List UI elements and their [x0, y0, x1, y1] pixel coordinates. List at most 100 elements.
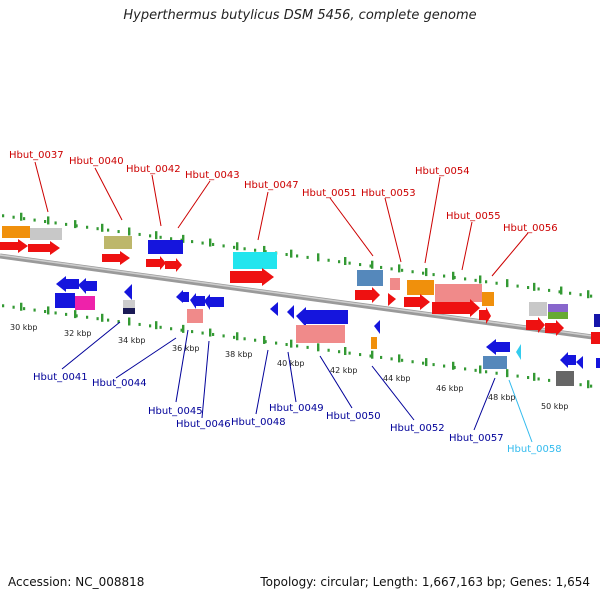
major-tick [317, 343, 320, 352]
gene-label[interactable]: Hbut_0058 [507, 444, 562, 455]
gene-arrow [176, 290, 183, 303]
gene-label[interactable]: Hbut_0052 [390, 423, 445, 434]
gene-arrow [355, 287, 380, 303]
gene-label[interactable]: Hbut_0041 [33, 372, 88, 383]
gene-label[interactable]: Hbut_0043 [185, 170, 240, 181]
tick-dot [149, 234, 152, 238]
tick-dot [306, 255, 309, 259]
gene-label[interactable]: Hbut_0044 [92, 378, 147, 389]
gene-label[interactable]: Hbut_0049 [269, 403, 324, 414]
gene-block [30, 228, 62, 240]
gene-arrow [591, 332, 600, 344]
tick-dot [285, 343, 288, 347]
tick-dot [285, 253, 288, 257]
major-tick [155, 321, 158, 330]
tick-dot [296, 254, 299, 258]
major-tick [74, 310, 77, 319]
tick-dot [75, 314, 78, 318]
gene-label[interactable]: Hbut_0055 [446, 211, 501, 222]
tick-dot [422, 271, 425, 275]
gene-label[interactable]: Hbut_0040 [69, 156, 124, 167]
major-tick [182, 324, 185, 333]
gene-arrow [388, 293, 396, 306]
tick-dot [44, 220, 47, 224]
gene-arrow [56, 276, 79, 292]
gene-label[interactable]: Hbut_0048 [231, 417, 286, 428]
gene-arrow [190, 293, 205, 309]
gene-label[interactable]: Hbut_0046 [176, 419, 231, 430]
gene-block [148, 240, 183, 254]
gene-arrow [545, 320, 564, 336]
gene-block [183, 292, 189, 302]
major-tick [236, 332, 239, 341]
tick-dot [348, 261, 351, 265]
gene-block [407, 280, 434, 295]
gene-label[interactable]: Hbut_0037 [9, 150, 64, 161]
gene-label[interactable]: Hbut_0057 [449, 433, 504, 444]
tick-dot [548, 378, 551, 382]
major-tick [263, 245, 266, 254]
tick-dot [2, 214, 5, 218]
tick-dot [159, 325, 162, 329]
gene-label[interactable]: Hbut_0054 [415, 166, 470, 177]
major-tick [560, 286, 563, 295]
gene-block [435, 284, 482, 302]
tick-dot [138, 322, 141, 326]
tick-dot [474, 278, 477, 282]
tick-dot [464, 367, 467, 371]
tick-dot [327, 258, 330, 262]
gene-label[interactable]: Hbut_0053 [361, 188, 416, 199]
tick-dot [23, 217, 26, 221]
tick-dot [485, 280, 488, 284]
tick-dot [54, 311, 57, 315]
tick-dot [65, 312, 68, 316]
genome-backbone [0, 253, 600, 341]
tick-dot [569, 291, 572, 295]
tick-dot [401, 358, 404, 362]
ruler-label: 38 kbp [225, 350, 253, 359]
major-tick [425, 358, 428, 367]
tick-dot [411, 360, 414, 364]
gene-block [104, 236, 132, 249]
tick-dot [212, 242, 215, 246]
tick-dot [516, 284, 519, 288]
reverse-strand-genes [55, 276, 600, 386]
tick-dot [432, 363, 435, 367]
gene-label[interactable]: Hbut_0050 [326, 411, 381, 422]
tick-dot [23, 307, 26, 311]
tick-dot [495, 281, 498, 285]
gene-label[interactable]: Hbut_0056 [503, 223, 558, 234]
gene-block [123, 300, 135, 308]
gene-label[interactable]: Hbut_0042 [126, 164, 181, 175]
tick-dot [558, 290, 561, 294]
tick-dot [453, 275, 456, 279]
major-tick [479, 275, 482, 284]
forward-gene-labels: Hbut_0037 Hbut_0040 Hbut_0042 Hbut_0043 … [9, 150, 558, 234]
tick-dot [159, 235, 162, 239]
gene-block [123, 308, 135, 314]
major-tick [20, 212, 23, 221]
major-tick [452, 361, 455, 370]
tick-dot [44, 310, 47, 314]
gene-arrow [516, 344, 521, 360]
forward-strand-genes [0, 226, 600, 344]
gene-arrow [124, 284, 132, 300]
major-tick [47, 306, 50, 315]
tick-dot [201, 241, 204, 245]
gene-label[interactable]: Hbut_0051 [302, 188, 357, 199]
major-tick [506, 369, 509, 378]
gene-label[interactable]: Hbut_0045 [148, 406, 203, 417]
major-ticks [20, 212, 590, 389]
gene-block [55, 293, 75, 308]
major-tick [182, 234, 185, 243]
tick-dot [254, 338, 257, 342]
tick-dot [2, 304, 5, 308]
tick-dot [359, 353, 362, 357]
gene-label[interactable]: Hbut_0047 [244, 180, 299, 191]
tick-dot [411, 270, 414, 274]
tick-dot [149, 324, 152, 328]
major-tick [263, 335, 266, 344]
major-tick [290, 249, 293, 258]
tick-dot [390, 267, 393, 271]
map-title: Hyperthermus butylicus DSM 5456, complet… [123, 8, 477, 23]
